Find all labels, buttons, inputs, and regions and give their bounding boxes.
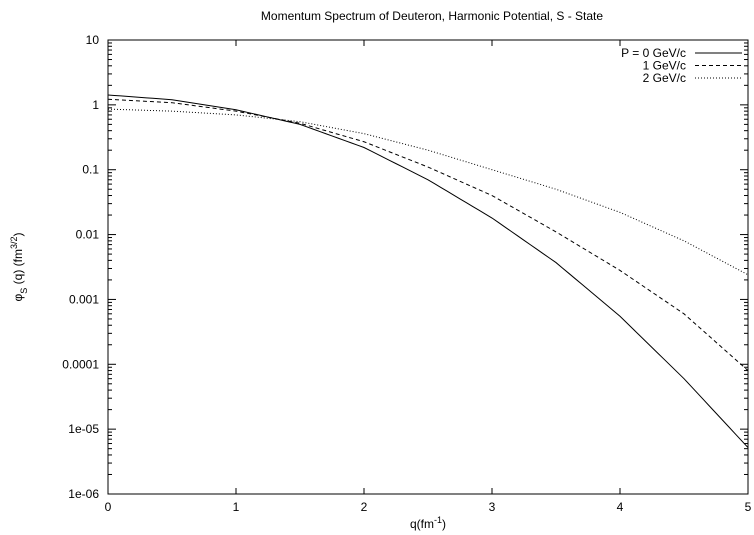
legend-label-0: P = 0 GeV/c: [621, 46, 686, 60]
x-tick-label: 1: [233, 500, 240, 514]
y-axis-label-phi: φ: [11, 293, 25, 301]
y-axis-label-sup: 3/2: [9, 237, 19, 250]
y-axis-label-end: ): [11, 233, 25, 237]
x-axis-label-end: ): [442, 517, 446, 531]
y-tick-label: 1e-06: [68, 487, 99, 501]
x-tick-label: 5: [745, 500, 752, 514]
y-tick-label: 1e-05: [68, 422, 99, 436]
legend-label-2: 2 GeV/c: [643, 71, 686, 85]
y-tick-label: 0.001: [69, 292, 99, 306]
legend-label-1: 1 GeV/c: [643, 59, 686, 73]
y-tick-label: 0.01: [76, 228, 100, 242]
y-tick-label: 0.0001: [62, 357, 99, 371]
chart-title: Momentum Spectrum of Deuteron, Harmonic …: [261, 9, 603, 23]
x-axis-label: q(fm-1): [410, 515, 446, 531]
y-tick-label: 0.1: [82, 163, 99, 177]
y-axis-label-main: (q) (fm: [11, 249, 25, 288]
x-axis-label-sup: -1: [434, 515, 442, 525]
x-ticks: 0 1 2 3 4 5: [105, 40, 752, 514]
series-line-1: [107, 98, 749, 371]
y-ticks: 1e-06 1e-05 0.0001 0.001 0.01 0.1 1 10: [62, 33, 748, 501]
x-tick-label: 3: [489, 500, 496, 514]
series-line-0: [107, 94, 749, 448]
x-tick-label: 2: [361, 500, 368, 514]
y-axis-label: φS (q) (fm3/2): [9, 233, 29, 302]
x-tick-label: 4: [617, 500, 624, 514]
series-group: [107, 94, 749, 448]
y-tick-label: 10: [86, 33, 100, 47]
legend: P = 0 GeV/c1 GeV/c2 GeV/c: [621, 46, 742, 85]
x-tick-label: 0: [105, 500, 112, 514]
plot-frame: [107, 39, 749, 495]
y-tick-label: 1: [92, 98, 99, 112]
x-axis-label-main: q(fm: [410, 517, 434, 531]
series-line-2: [107, 108, 749, 276]
y-axis-label-sub: S: [19, 288, 29, 294]
